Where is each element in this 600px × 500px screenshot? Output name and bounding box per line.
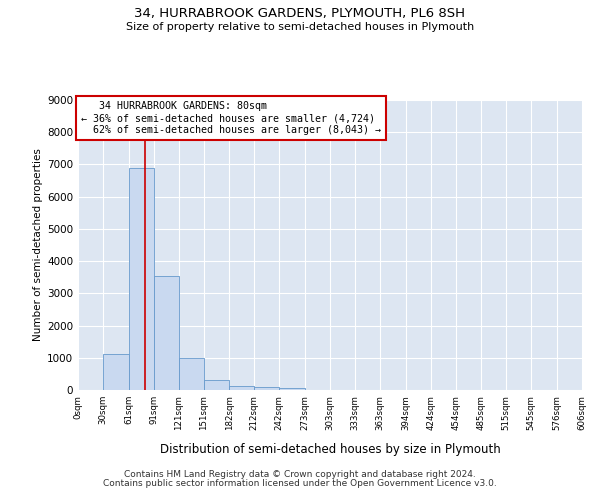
Bar (129, 168, 154, 390)
Text: Contains public sector information licensed under the Open Government Licence v3: Contains public sector information licen… (103, 479, 497, 488)
Bar (203, 380, 229, 390)
Text: 34, HURRABROOK GARDENS, PLYMOUTH, PL6 8SH: 34, HURRABROOK GARDENS, PLYMOUTH, PL6 8S… (134, 8, 466, 20)
Bar (254, 387, 279, 390)
Bar (279, 388, 305, 390)
Text: Distribution of semi-detached houses by size in Plymouth: Distribution of semi-detached houses by … (160, 442, 500, 456)
Bar (154, 276, 179, 390)
Bar (179, 358, 203, 390)
Text: 34 HURRABROOK GARDENS: 80sqm
← 36% of semi-detached houses are smaller (4,724)
 : 34 HURRABROOK GARDENS: 80sqm ← 36% of se… (80, 102, 380, 134)
Bar (103, 354, 129, 390)
Text: Contains HM Land Registry data © Crown copyright and database right 2024.: Contains HM Land Registry data © Crown c… (124, 470, 476, 479)
Text: Size of property relative to semi-detached houses in Plymouth: Size of property relative to semi-detach… (126, 22, 474, 32)
Bar (229, 386, 254, 390)
Y-axis label: Number of semi-detached properties: Number of semi-detached properties (33, 148, 43, 342)
